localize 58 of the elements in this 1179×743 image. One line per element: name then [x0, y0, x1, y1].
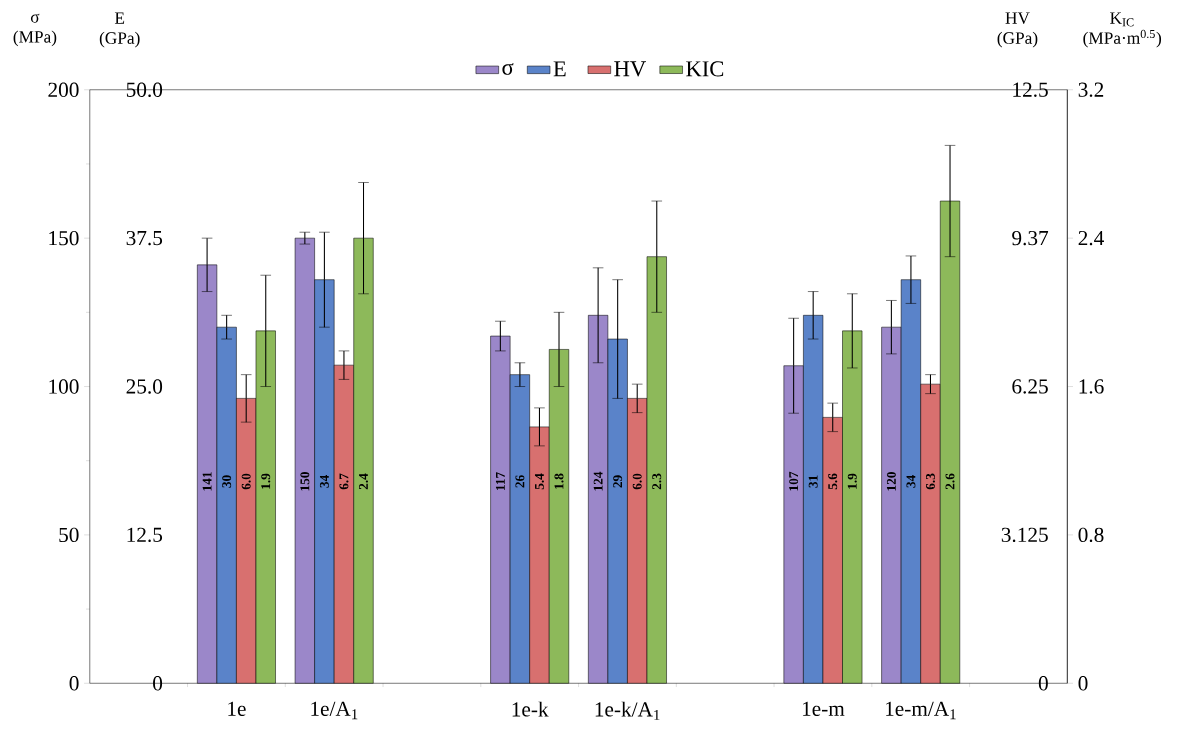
- data-label: 34: [906, 475, 916, 488]
- legend-label: E: [553, 61, 566, 77]
- y-tick-label: 200: [48, 82, 79, 97]
- x-tick-label: 1e/A$_{1}$: [311, 701, 358, 720]
- data-label: 150: [300, 471, 310, 491]
- data-label: 26: [515, 475, 525, 488]
- y2-tick-label: 2.4: [1078, 230, 1104, 246]
- y2-tick-label: 0: [153, 676, 163, 691]
- x-tick-label: 1e-m/A$_{1}$: [886, 701, 956, 720]
- data-label: 30: [222, 475, 232, 488]
- y2-axis-title: E (GPa): [99, 12, 140, 48]
- x-tick-label: 1e-k/A$_{1}$: [595, 701, 660, 720]
- data-label: 1.9: [847, 473, 857, 489]
- y-axis-title: σ (MPa): [13, 13, 57, 47]
- data-label: 2.4: [359, 473, 368, 490]
- y2-tick-label: 0: [1078, 676, 1088, 691]
- data-label: 34: [319, 475, 329, 488]
- data-label: 2.3: [652, 473, 662, 490]
- legend-label: HV: [614, 61, 647, 77]
- y-tick-label: 12.5: [1013, 82, 1048, 97]
- data-label: 124: [593, 471, 603, 491]
- data-label: 117: [495, 472, 505, 490]
- y-tick-label: 3.125: [1001, 527, 1048, 543]
- y2-tick-label: 50.0: [126, 82, 163, 97]
- x-tick-label: 1e: [228, 701, 246, 716]
- y-tick-label: 150: [49, 230, 79, 246]
- y-tick-label: 0: [1038, 676, 1048, 691]
- data-label: 120: [886, 471, 896, 491]
- data-label: 5.4: [534, 473, 544, 490]
- data-label: 5.6: [828, 473, 838, 490]
- data-label: 6.7: [339, 473, 349, 490]
- legend-label: σ: [502, 62, 514, 75]
- y-tick-label: 50: [59, 527, 79, 543]
- y2-tick-label: 0.8: [1078, 527, 1104, 543]
- data-label: 31: [808, 475, 818, 488]
- data-label: 141: [202, 472, 212, 491]
- y2-tick-label: 1.6: [1079, 379, 1104, 394]
- legend-label: KIC: [686, 61, 724, 77]
- y2-tick-label: 37.5: [126, 230, 163, 246]
- y-tick-label: 100: [49, 379, 79, 394]
- data-label: 6.0: [241, 473, 251, 490]
- y2-tick-label: 12.5: [127, 527, 163, 543]
- y-axis-title: HV (GPa): [997, 12, 1038, 48]
- data-label: 1.8: [554, 473, 564, 489]
- data-label: 107: [789, 471, 799, 491]
- y2-tick-label: 3.2: [1078, 82, 1104, 97]
- x-tick-label: 1e-k: [512, 701, 549, 717]
- x-tick-label: 1e-m: [802, 701, 845, 716]
- y2-tick-label: 25.0: [126, 379, 163, 394]
- y2-axis-title: K$_{IC}$ (MPa·m$^{0.5}$): [1083, 12, 1162, 48]
- data-label: 6.3: [925, 473, 935, 490]
- data-label: 6.0: [632, 473, 642, 490]
- data-label: 1.9: [261, 473, 271, 489]
- y-tick-label: 9.37: [1012, 230, 1049, 246]
- data-label: 29: [613, 475, 623, 488]
- data-label: 2.6: [945, 473, 955, 490]
- y-tick-label: 0: [69, 676, 79, 691]
- y-tick-label: 6.25: [1012, 379, 1048, 394]
